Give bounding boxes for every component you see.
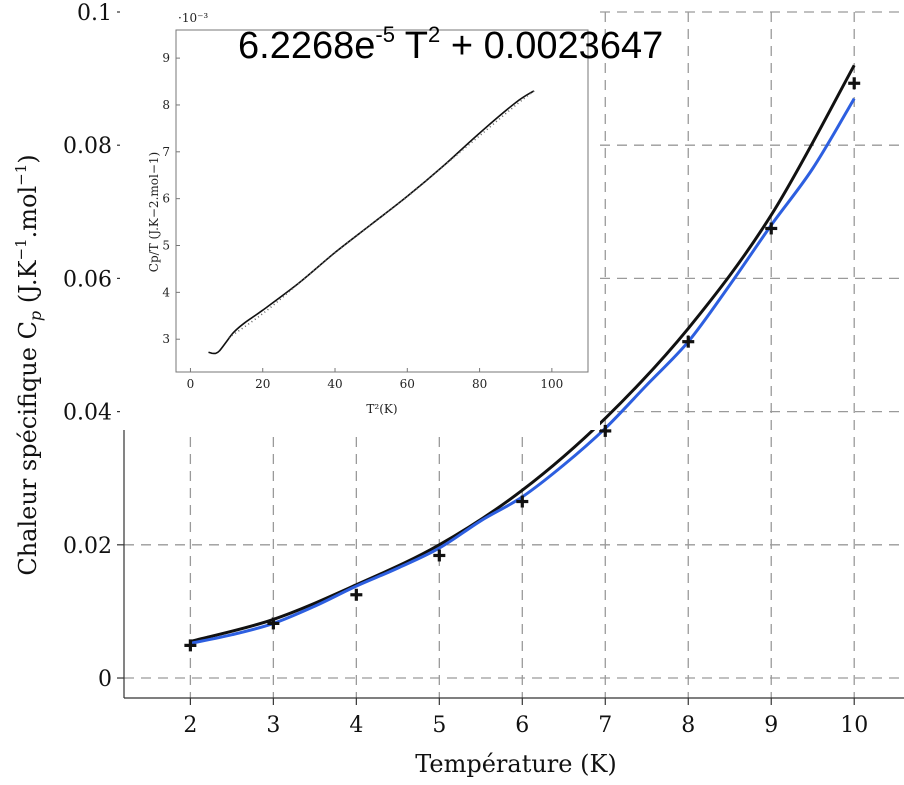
y-label-superscript-1: −1 — [12, 238, 30, 260]
inset-chart: 0 20 40 60 80 100 3 4 5 6 7 8 9 ·10⁻³ T²(K) Cp/T (J… — [120, 10, 600, 430]
y-tick-label-0: 0 — [98, 667, 112, 692]
inset-axes — [175, 29, 589, 373]
data-point-marker — [599, 424, 612, 437]
inset-y-tick-label-8: 8 — [162, 98, 170, 112]
inset-frame — [175, 29, 589, 373]
main-series-line-0 — [190, 64, 856, 643]
inset-y-tick-label-7: 7 — [162, 145, 170, 159]
data-point-marker — [765, 222, 778, 235]
inset-x-tick-label-0: 0 — [187, 377, 195, 391]
inset-x-tick-labels: 0 20 40 60 80 100 — [187, 377, 564, 391]
inset-background — [120, 10, 600, 430]
y-tick-label-3: 0.06 — [63, 267, 112, 292]
main-series — [184, 64, 861, 652]
data-point-marker — [433, 549, 446, 562]
equation-coefficient: 6.2268e — [238, 25, 375, 67]
main-x-tick-labels: 2 3 4 5 6 7 8 9 10 — [183, 713, 868, 738]
inset-y-axis-label: Cp/T (J.K−2.mol−1) — [147, 152, 161, 272]
x-tick-label-2: 2 — [183, 713, 197, 738]
inset-series-line — [208, 90, 535, 355]
main-series-line-1 — [190, 97, 856, 645]
inset-x-tick-label-60: 60 — [400, 377, 415, 391]
data-point-marker — [267, 617, 280, 630]
inset-x-axis-label: T²(K) — [366, 402, 397, 416]
inset-x-tick-label-40: 40 — [327, 377, 342, 391]
y-tick-label-5: 0.1 — [77, 1, 112, 26]
main-y-tick-labels: 0 0.02 0.04 0.06 0.08 0.1 — [63, 1, 112, 692]
x-tick-label-10: 10 — [840, 713, 868, 738]
inset-y-tick-label-4: 4 — [162, 285, 170, 299]
data-point-marker — [350, 588, 363, 601]
inset-y-tick-label-3: 3 — [162, 332, 170, 346]
y-tick-label-2: 0.04 — [63, 401, 112, 426]
y-tick-label-1: 0.02 — [63, 534, 112, 559]
x-tick-label-5: 5 — [432, 713, 446, 738]
data-point-marker — [184, 639, 197, 652]
y-label-part-mol: .mol — [14, 186, 42, 239]
equation-variable: T — [395, 25, 428, 67]
inset-x-tick-label-20: 20 — [255, 377, 270, 391]
y-label-part-close: ) — [14, 154, 42, 163]
data-point-marker — [682, 335, 695, 348]
inset-y-tick-labels: 3 4 5 6 7 8 9 — [162, 51, 170, 346]
y-label-subscript-p: p — [26, 311, 45, 321]
y-label-superscript-2: −1 — [12, 164, 30, 186]
inset-x-tick-label-100: 100 — [540, 377, 563, 391]
x-tick-label-3: 3 — [266, 713, 280, 738]
data-point-marker — [516, 495, 529, 508]
y-tick-label-4: 0.08 — [63, 134, 112, 159]
x-tick-label-4: 4 — [349, 713, 363, 738]
equation-constant: + 0.0023647 — [440, 25, 663, 67]
main-y-axis-label: Chaleur spécifique Cp (J.K−1.mol−1) — [12, 154, 45, 575]
inset-y-tick-label-6: 6 — [162, 192, 170, 206]
x-tick-label-8: 8 — [681, 713, 695, 738]
equation-exponent: -5 — [375, 22, 395, 47]
inset-y-multiplier: ·10⁻³ — [178, 11, 208, 25]
equation-square: 2 — [428, 22, 440, 47]
y-label-part-main: Chaleur spécifique C — [14, 321, 42, 576]
inset-y-tick-label-5: 5 — [162, 239, 170, 253]
data-point-marker — [848, 77, 861, 90]
main-x-axis-label: Température (K) — [415, 750, 617, 778]
inset-series — [208, 88, 537, 355]
x-tick-label-7: 7 — [598, 713, 612, 738]
y-label-part-units: (J.K — [14, 259, 42, 310]
x-tick-label-9: 9 — [764, 713, 778, 738]
inset-x-tick-label-80: 80 — [472, 377, 487, 391]
x-tick-label-6: 6 — [515, 713, 529, 738]
inset-y-tick-label-9: 9 — [162, 51, 170, 65]
fit-equation-title: 6.2268e-5 T2 + 0.0023647 — [238, 22, 663, 67]
